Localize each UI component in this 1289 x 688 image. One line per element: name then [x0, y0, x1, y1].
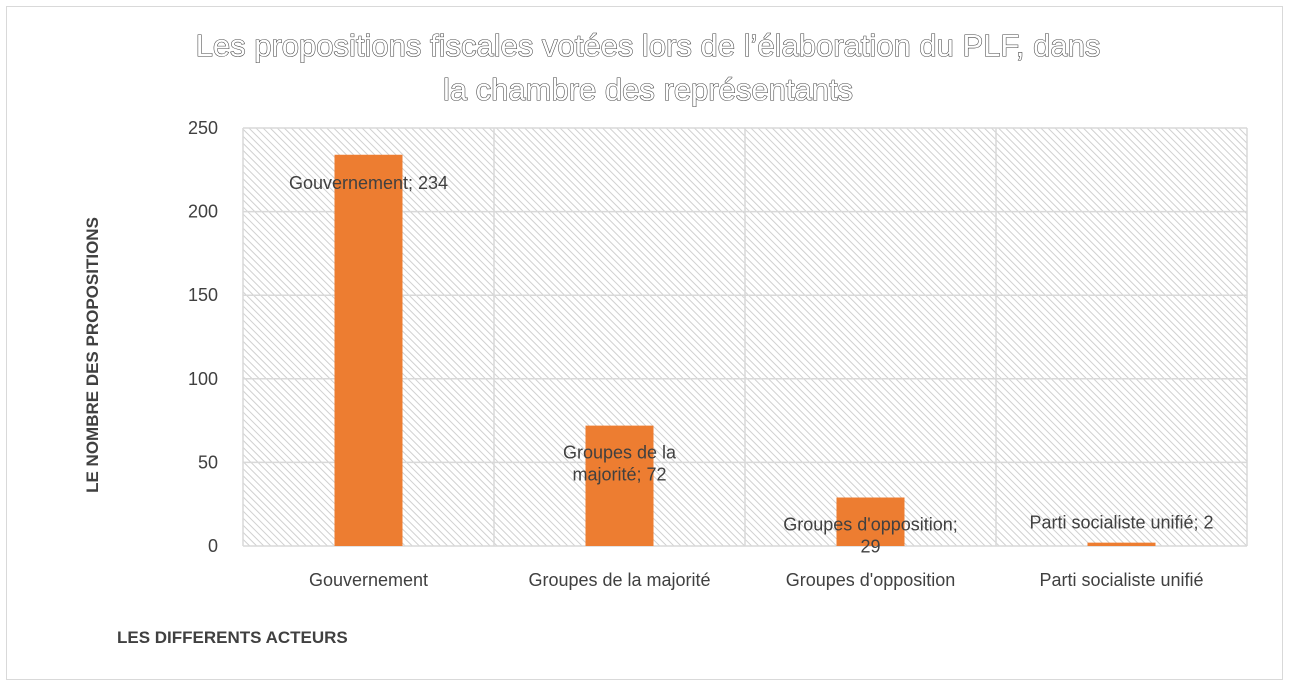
- y-tick-label: 100: [188, 369, 218, 389]
- y-tick-label: 50: [198, 452, 218, 472]
- x-category-label: Groupes d'opposition: [786, 570, 956, 590]
- chart-title-line-1: Les propositions fiscales votées lors de…: [196, 28, 1101, 63]
- bar: [334, 154, 403, 546]
- y-axis-ticks: 0 50 100 150 200 250: [188, 118, 218, 556]
- x-axis-category-labels: Gouvernement Groupes de la majorité Groupe…: [309, 570, 1204, 590]
- y-axis-title: LE NOMBRE DES PROPOSITIONS: [83, 217, 102, 493]
- x-category-label: Gouvernement: [309, 570, 428, 590]
- bars: [334, 154, 1156, 546]
- y-tick-label: 0: [208, 536, 218, 556]
- chart-title: Les propositions fiscales votées lors de…: [195, 27, 1101, 107]
- x-axis-title: LES DIFFERENTS ACTEURS: [117, 628, 348, 647]
- x-category-label: Groupes de la majorité: [528, 570, 710, 590]
- gridlines: [242, 127, 1248, 547]
- data-label: Groupes d'opposition; 29: [783, 515, 958, 557]
- y-tick-label: 150: [188, 285, 218, 305]
- x-category-label: Parti socialiste unifié: [1039, 570, 1203, 590]
- chart-title-line-2: la chambre des représentants: [443, 72, 853, 107]
- data-labels: Gouvernement; 234 Groupes de la majorité; …: [289, 173, 1214, 557]
- data-label: Groupes de la majorité; 72: [563, 443, 677, 485]
- bar: [585, 425, 654, 546]
- y-tick-label: 200: [188, 202, 218, 222]
- bar: [836, 497, 905, 546]
- data-label: Gouvernement; 234: [289, 173, 448, 193]
- data-label: Parti socialiste unifié; 2: [1029, 513, 1213, 533]
- y-tick-label: 250: [188, 118, 218, 138]
- bar: [1087, 542, 1156, 546]
